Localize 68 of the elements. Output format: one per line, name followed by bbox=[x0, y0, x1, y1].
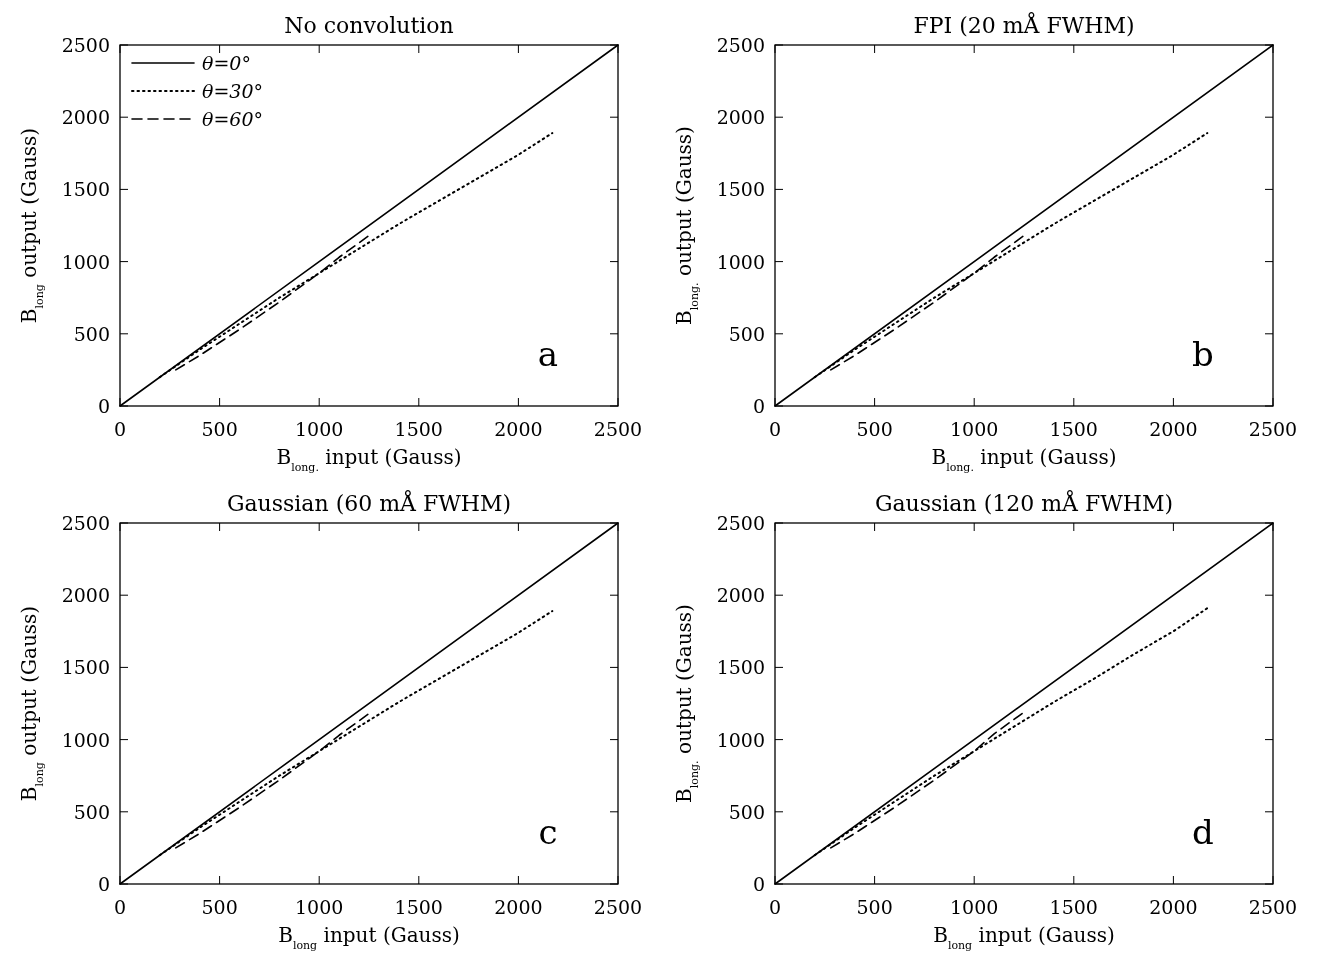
chart-title: FPI (20 mÅ FWHM) bbox=[913, 11, 1135, 38]
y-tick-label: 2500 bbox=[716, 512, 765, 534]
line-series bbox=[829, 234, 1025, 371]
x-axis-title: B$_{long.}$ input (Gauss) bbox=[276, 445, 462, 474]
legend-label: θ=60° bbox=[202, 108, 264, 130]
x-tick-label: 2000 bbox=[1149, 896, 1198, 918]
y-tick-label: 1500 bbox=[716, 656, 765, 679]
y-tick-label: 0 bbox=[97, 873, 110, 895]
x-tick-label: 500 bbox=[201, 896, 238, 918]
y-tick-label: 2000 bbox=[716, 106, 765, 129]
x-tick-label: 1000 bbox=[950, 418, 999, 440]
y-tick-label: 2500 bbox=[61, 34, 110, 56]
x-tick-label: 1500 bbox=[394, 418, 443, 440]
x-axis-title: B$_{long}$ input (Gauss) bbox=[278, 923, 460, 952]
annotation: b bbox=[1192, 334, 1214, 374]
y-tick-label: 2000 bbox=[61, 584, 110, 607]
y-tick-label: 500 bbox=[728, 800, 765, 823]
chart-title: Gaussian (60 mÅ FWHM) bbox=[226, 489, 512, 516]
x-tick-label: 1000 bbox=[295, 418, 344, 440]
line-series bbox=[174, 712, 370, 849]
x-tick-label: 1000 bbox=[950, 896, 999, 918]
y-tick-label: 1000 bbox=[716, 250, 765, 273]
line-series bbox=[829, 711, 1025, 849]
y-tick-label: 2500 bbox=[61, 512, 110, 534]
y-tick-label: 2000 bbox=[716, 584, 765, 607]
legend-label: θ=0° bbox=[202, 52, 251, 74]
x-tick-label: 1500 bbox=[394, 896, 443, 918]
line-series bbox=[174, 234, 370, 371]
x-tick-label: 2500 bbox=[1248, 896, 1298, 918]
x-tick-label: 1500 bbox=[1049, 418, 1098, 440]
x-tick-label: 2500 bbox=[1248, 418, 1298, 440]
y-tick-label: 1000 bbox=[61, 250, 110, 273]
x-tick-label: 1000 bbox=[295, 896, 344, 918]
y-tick-label: 1500 bbox=[716, 178, 765, 201]
annotation: c bbox=[538, 812, 558, 852]
x-axis-title: B$_{long}$ input (Gauss) bbox=[933, 923, 1115, 952]
annotation: d bbox=[1192, 812, 1214, 852]
y-tick-label: 500 bbox=[728, 322, 765, 345]
x-tick-label: 2000 bbox=[494, 896, 543, 918]
x-tick-label: 500 bbox=[856, 418, 893, 440]
x-tick-label: 0 bbox=[768, 896, 782, 918]
x-tick-label: 2000 bbox=[1149, 418, 1198, 440]
x-tick-label: 500 bbox=[856, 896, 893, 918]
y-tick-label: 500 bbox=[73, 322, 110, 345]
y-tick-label: 1000 bbox=[61, 728, 110, 751]
x-tick-label: 0 bbox=[768, 418, 782, 440]
x-tick-label: 2000 bbox=[494, 418, 543, 440]
legend-label: θ=30° bbox=[202, 80, 264, 102]
x-tick-label: 0 bbox=[113, 896, 127, 918]
y-tick-label: 0 bbox=[97, 395, 110, 417]
y-tick-label: 1000 bbox=[716, 728, 765, 751]
x-tick-label: 0 bbox=[113, 418, 127, 440]
x-tick-label: 2500 bbox=[593, 896, 643, 918]
chart-title: Gaussian (120 mÅ FWHM) bbox=[874, 489, 1174, 516]
x-axis-title: B$_{long.}$ input (Gauss) bbox=[931, 445, 1117, 474]
y-tick-label: 2500 bbox=[716, 34, 765, 56]
y-tick-label: 0 bbox=[752, 873, 765, 895]
line-series bbox=[158, 610, 554, 857]
y-tick-label: 500 bbox=[73, 800, 110, 823]
y-tick-label: 2000 bbox=[61, 106, 110, 129]
annotation: a bbox=[537, 334, 559, 374]
x-tick-label: 2500 bbox=[593, 418, 643, 440]
y-tick-label: 1500 bbox=[61, 656, 110, 679]
y-tick-label: 1500 bbox=[61, 178, 110, 201]
x-tick-label: 500 bbox=[201, 418, 238, 440]
y-tick-label: 0 bbox=[752, 395, 765, 417]
chart-title: No convolution bbox=[284, 13, 454, 38]
x-tick-label: 1500 bbox=[1049, 896, 1098, 918]
